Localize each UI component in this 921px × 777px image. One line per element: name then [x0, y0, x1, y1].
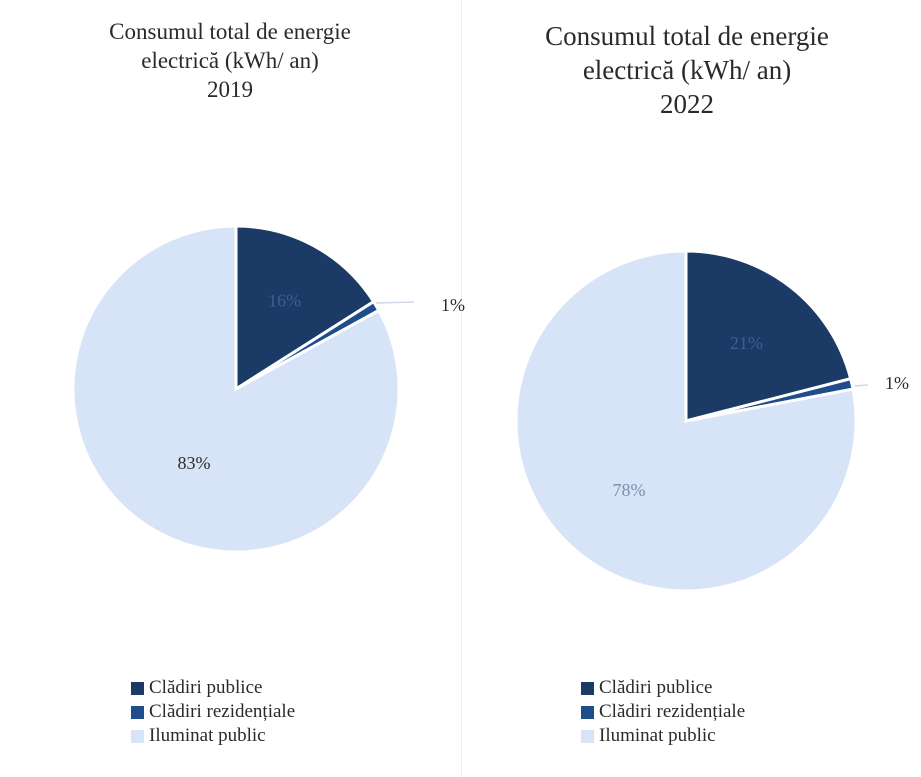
chart-2022: Consumul total de energie electrică (kWh… — [462, 0, 921, 777]
leader-line — [375, 301, 415, 304]
legend-label: Clădiri publice — [599, 677, 713, 698]
legend: Clădiri publice Clădiri rezidențiale Ilu… — [131, 676, 295, 748]
chart-title-line: 2019 — [207, 76, 253, 102]
chart-title-line: Consumul total de energie — [545, 21, 829, 51]
legend-label: Iluminat public — [149, 725, 266, 746]
legend-item: Clădiri rezidențiale — [581, 700, 745, 724]
data-label: 16% — [268, 290, 301, 310]
legend-label: Clădiri rezidențiale — [149, 701, 296, 722]
chart-title-line: 2022 — [660, 88, 714, 119]
chart-title: Consumul total de energie electrică (kWh… — [0, 18, 470, 104]
data-label: 1% — [885, 373, 909, 393]
data-label: 78% — [613, 480, 646, 500]
pie-slice-1 — [684, 249, 853, 423]
chart-2019: Consumul total de energie electrică (kWh… — [71, 19, 465, 748]
legend-swatch — [131, 681, 144, 695]
chart-title-line: electrică (kWh/ an) — [141, 47, 319, 73]
legend-label: Clădiri publice — [149, 677, 263, 698]
chart-title-line: electrică (kWh/ an) — [582, 54, 792, 85]
data-label: 83% — [178, 453, 211, 473]
leader-line — [854, 384, 869, 387]
chart-title: Consumul total de energie electrică (kWh… — [462, 20, 912, 121]
legend-item: Clădiri publice — [581, 676, 745, 700]
legend-item: Clădiri publice — [131, 676, 295, 700]
legend-label: Iluminat public — [599, 725, 716, 746]
legend: Clădiri publice Clădiri rezidențiale Ilu… — [581, 676, 745, 748]
legend-swatch — [581, 681, 594, 695]
legend-item: Clădiri rezidențiale — [131, 700, 295, 724]
legend-swatch — [581, 729, 594, 743]
pie-slice-3 — [514, 249, 858, 593]
pie-chart: 21% 1% 78% — [514, 249, 909, 593]
data-label: 21% — [730, 333, 763, 353]
legend-swatch — [131, 729, 144, 743]
panel-divider — [461, 0, 462, 777]
legend-swatch — [581, 705, 594, 719]
pie-slice-1 — [234, 224, 376, 392]
legend-swatch — [131, 705, 144, 719]
legend-label: Clădiri rezidențiale — [599, 701, 746, 722]
legend-item: Iluminat public — [581, 724, 745, 748]
chart-title-line: Consumul total de energie — [109, 19, 351, 44]
legend-item: Iluminat public — [131, 724, 295, 748]
data-label: 1% — [441, 295, 465, 315]
pie-slice-3 — [71, 224, 401, 554]
pie-chart: 16% 1% 83% — [71, 224, 465, 554]
